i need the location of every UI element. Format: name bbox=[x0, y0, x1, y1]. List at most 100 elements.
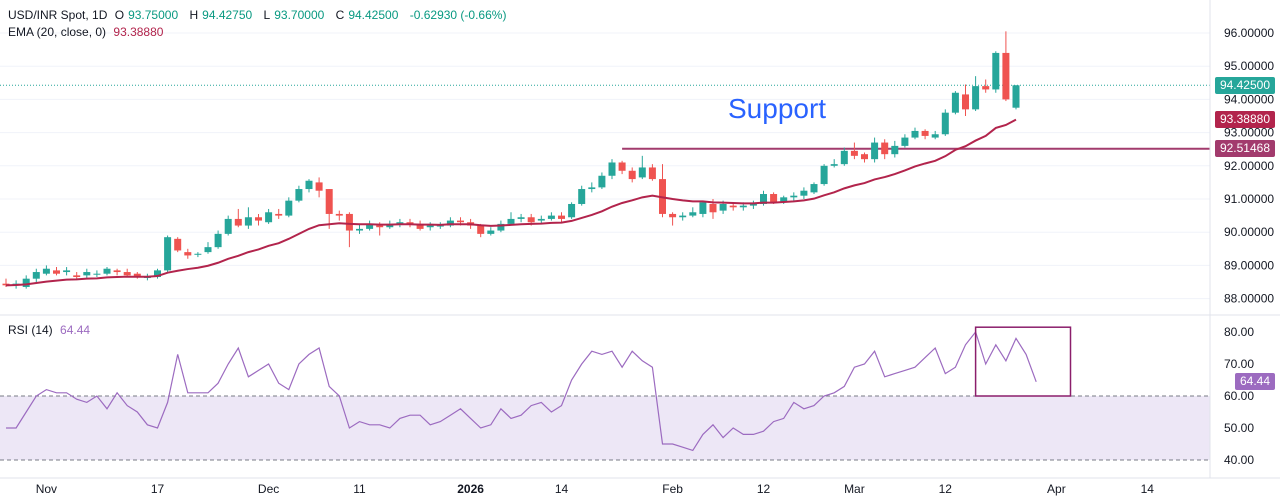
candle-body bbox=[507, 218, 515, 224]
candle-body bbox=[174, 238, 182, 251]
candle-body bbox=[204, 247, 212, 253]
candle-body bbox=[820, 165, 828, 185]
time-tick-label: Nov bbox=[36, 482, 57, 496]
candle-body bbox=[699, 202, 707, 214]
candle-body bbox=[426, 225, 434, 228]
candle-body bbox=[487, 230, 495, 234]
candle-body bbox=[446, 220, 454, 226]
low-value: L 93.70000 bbox=[263, 8, 325, 22]
candle-body bbox=[22, 278, 30, 287]
candle-body bbox=[729, 205, 737, 208]
price-tick-label: 92.00000 bbox=[1224, 159, 1274, 173]
candle-body bbox=[982, 86, 990, 90]
candle-body bbox=[770, 194, 778, 203]
candle-body bbox=[638, 167, 646, 178]
close-value: C 94.42500 bbox=[335, 8, 399, 22]
candle-body bbox=[265, 212, 273, 223]
candle-body bbox=[648, 167, 656, 180]
candle-body bbox=[881, 142, 889, 155]
candle-body bbox=[588, 187, 596, 190]
candle-body bbox=[517, 217, 525, 219]
rsi-tick-label: 40.00 bbox=[1224, 453, 1254, 467]
candle-body bbox=[962, 94, 969, 110]
rsi-value: 64.44 bbox=[60, 323, 91, 337]
price-tick-label: 88.00000 bbox=[1224, 292, 1274, 306]
support-annotation: Support bbox=[728, 93, 826, 124]
time-tick-label: 2026 bbox=[457, 482, 484, 496]
candle-body bbox=[527, 217, 535, 223]
candle-body bbox=[760, 194, 767, 204]
candle-body bbox=[669, 213, 677, 218]
rsi-legend[interactable]: RSI (14) 64.44 bbox=[8, 323, 94, 337]
candle-body bbox=[618, 162, 626, 171]
candle-body bbox=[335, 213, 343, 216]
candle-body bbox=[558, 215, 565, 219]
candle-body bbox=[285, 200, 293, 216]
price-tick-label: 90.00000 bbox=[1224, 225, 1274, 239]
ema-price-tag: 93.38880 bbox=[1214, 111, 1275, 128]
ema-label: EMA (20, close, 0) bbox=[8, 25, 107, 39]
candle-body bbox=[345, 213, 353, 231]
time-tick-label: Mar bbox=[844, 482, 865, 496]
support-price-tag: 92.51468 bbox=[1214, 140, 1275, 157]
candle-body bbox=[679, 215, 687, 218]
candle-body bbox=[234, 218, 242, 226]
open-value: O 93.75000 bbox=[114, 8, 179, 22]
candle-body bbox=[164, 237, 172, 271]
rsi-tag: 64.44 bbox=[1234, 373, 1275, 390]
candle-body bbox=[295, 189, 303, 201]
candle-body bbox=[537, 218, 545, 221]
candle-body bbox=[749, 203, 757, 206]
candle-body bbox=[972, 86, 980, 110]
time-tick-label: 17 bbox=[151, 482, 165, 496]
rsi-tick-label: 50.00 bbox=[1224, 421, 1254, 435]
candle-body bbox=[840, 150, 848, 165]
time-tick-label: 14 bbox=[555, 482, 569, 496]
price-grid bbox=[0, 32, 1210, 300]
candle-body bbox=[154, 270, 161, 278]
ema-value: 93.38880 bbox=[113, 25, 164, 39]
candle-body bbox=[315, 182, 323, 191]
candle-body bbox=[255, 217, 262, 221]
symbol-label[interactable]: USD/INR Spot, 1D bbox=[8, 8, 108, 22]
candle-body bbox=[800, 190, 808, 196]
price-tick-label: 96.00000 bbox=[1224, 26, 1274, 40]
high-value: H 94.42750 bbox=[189, 8, 253, 22]
candle-body bbox=[709, 203, 717, 213]
candle-body bbox=[951, 92, 959, 113]
candle-body bbox=[396, 222, 404, 224]
price-tick-label: 93.00000 bbox=[1224, 126, 1274, 140]
candle-body bbox=[42, 268, 50, 274]
candle-body bbox=[628, 170, 636, 180]
price-tick-label: 89.00000 bbox=[1224, 258, 1274, 272]
candle-body bbox=[63, 270, 71, 273]
ema-legend[interactable]: EMA (20, close, 0) 93.38880 bbox=[8, 25, 167, 39]
candle-body bbox=[992, 52, 1000, 90]
rsi-panel bbox=[0, 326, 1210, 461]
time-tick-label: Dec bbox=[258, 482, 279, 496]
candle-body bbox=[275, 213, 283, 216]
rsi-highlight-box bbox=[974, 326, 1072, 397]
candle-body bbox=[325, 189, 333, 214]
candle-body bbox=[901, 137, 909, 146]
time-tick-label: Apr bbox=[1047, 482, 1066, 496]
time-tick-label: 11 bbox=[353, 482, 366, 496]
candle-body bbox=[214, 233, 222, 248]
candle-body bbox=[810, 184, 818, 193]
candle-body bbox=[850, 150, 858, 156]
candle-body bbox=[931, 134, 939, 138]
candle-body bbox=[356, 228, 363, 231]
candle-body bbox=[305, 180, 313, 190]
last-price-tag: 94.42500 bbox=[1214, 77, 1275, 94]
candle-body bbox=[891, 145, 899, 155]
time-tick-label: Feb bbox=[662, 482, 683, 496]
candle-body bbox=[123, 272, 131, 276]
candle-body bbox=[93, 273, 101, 275]
rsi-band-fill bbox=[0, 396, 1210, 460]
candle-body bbox=[244, 217, 252, 226]
price-tick-label: 91.00000 bbox=[1224, 192, 1274, 206]
candle-body bbox=[598, 175, 606, 188]
candle-body bbox=[861, 154, 868, 160]
